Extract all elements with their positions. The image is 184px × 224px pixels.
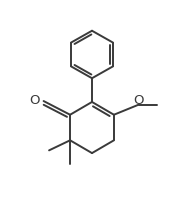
Text: O: O <box>134 94 144 107</box>
Text: O: O <box>29 94 39 107</box>
